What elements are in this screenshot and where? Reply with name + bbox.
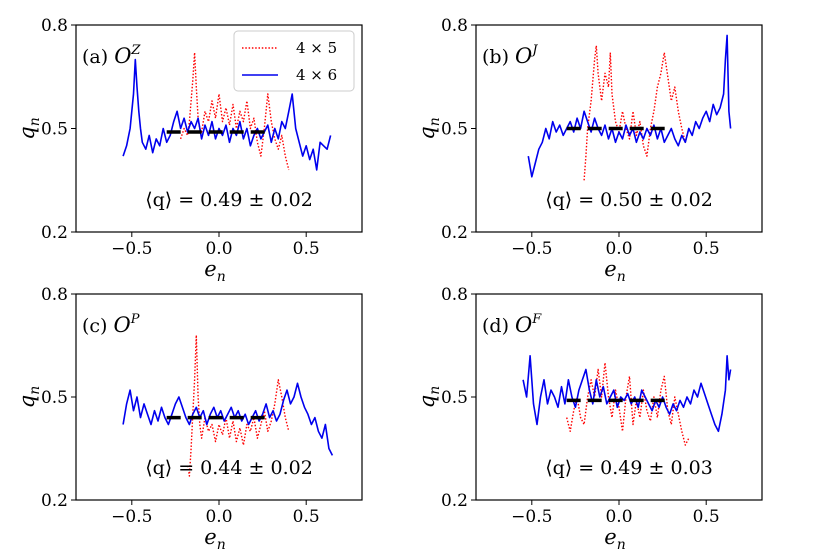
legend-label-4x5: 4 × 5 (296, 39, 337, 57)
panel-label: (c) OP (82, 312, 140, 337)
y-tick-label: 0.2 (441, 223, 468, 243)
y-tick-label: 0.2 (41, 223, 68, 243)
panel-a: −0.5 0.0 0.5 0.2 0.5 0.8 en qn (a) OZ ⟨q⟩ = 0.49 … (15, 16, 363, 285)
x-axis-label: en (204, 257, 225, 285)
plot-area (522, 354, 732, 446)
y-axis-label: qn (415, 386, 443, 408)
mean-annotation: ⟨q⟩ = 0.49 ± 0.03 (545, 457, 713, 479)
y-axis-label: qn (15, 117, 43, 139)
series-4x6-line (122, 58, 332, 171)
series-4x6-line (527, 34, 732, 178)
y-tick-label: 0.5 (41, 120, 68, 140)
panel-label: (a) OZ (82, 43, 141, 68)
plot-area (122, 51, 332, 171)
mean-annotation: ⟨q⟩ = 0.44 ± 0.02 (145, 457, 313, 479)
series-4x6-line (122, 382, 334, 456)
y-tick-label: 0.5 (441, 120, 468, 140)
y-axis-label: qn (15, 386, 43, 408)
x-axis-label: en (204, 525, 225, 553)
x-tick-label: 0.0 (605, 507, 632, 527)
y-tick-label: 0.2 (41, 491, 68, 511)
series-4x5-line (186, 334, 290, 477)
plot-area (527, 34, 732, 181)
y-axis-label: qn (415, 117, 443, 139)
y-tick-label: 0.8 (41, 285, 68, 305)
series-4x5-line (566, 362, 690, 446)
mean-annotation: ⟨q⟩ = 0.50 ± 0.02 (545, 189, 713, 211)
panel-d: −0.5 0.0 0.5 0.2 0.5 0.8 en qn (d) OF ⟨q⟩ = 0.49 … (415, 285, 763, 553)
x-tick-label: −0.5 (111, 239, 152, 259)
x-tick-label: 0.5 (693, 239, 720, 259)
y-tick-label: 0.8 (441, 16, 468, 36)
legend-box (233, 30, 355, 92)
x-tick-label: −0.5 (111, 507, 152, 527)
legend: 4 × 5 4 × 6 (233, 30, 355, 92)
y-tick-label: 0.8 (41, 16, 68, 36)
x-tick-label: −0.5 (511, 507, 552, 527)
x-tick-label: 0.5 (293, 239, 320, 259)
panel-label: (d) OF (482, 312, 542, 337)
x-tick-label: 0.5 (293, 507, 320, 527)
x-tick-label: 0.0 (205, 507, 232, 527)
x-tick-label: 0.5 (693, 507, 720, 527)
y-tick-label: 0.8 (441, 285, 468, 305)
panel-c: −0.5 0.0 0.5 0.2 0.5 0.8 en qn (c) OP ⟨q⟩ = 0.44 … (15, 285, 363, 553)
legend-label-4x6: 4 × 6 (296, 66, 337, 84)
series-4x5-line (583, 45, 690, 181)
panel-label: (b) OJ (482, 43, 538, 68)
plot-area (122, 334, 334, 477)
y-tick-label: 0.5 (441, 388, 468, 408)
x-tick-label: 0.0 (205, 239, 232, 259)
x-axis-label: en (604, 257, 625, 285)
panel-b: −0.5 0.0 0.5 0.2 0.5 0.8 en qn (b) OJ ⟨q⟩ = 0.50 … (415, 16, 763, 285)
mean-annotation: ⟨q⟩ = 0.49 ± 0.02 (145, 189, 313, 211)
x-tick-label: −0.5 (511, 239, 552, 259)
y-tick-label: 0.2 (441, 491, 468, 511)
series-4x6-line (522, 354, 732, 433)
x-tick-label: 0.0 (605, 239, 632, 259)
y-tick-label: 0.5 (41, 388, 68, 408)
x-axis-label: en (604, 525, 625, 553)
series-4x5-line (179, 51, 290, 171)
